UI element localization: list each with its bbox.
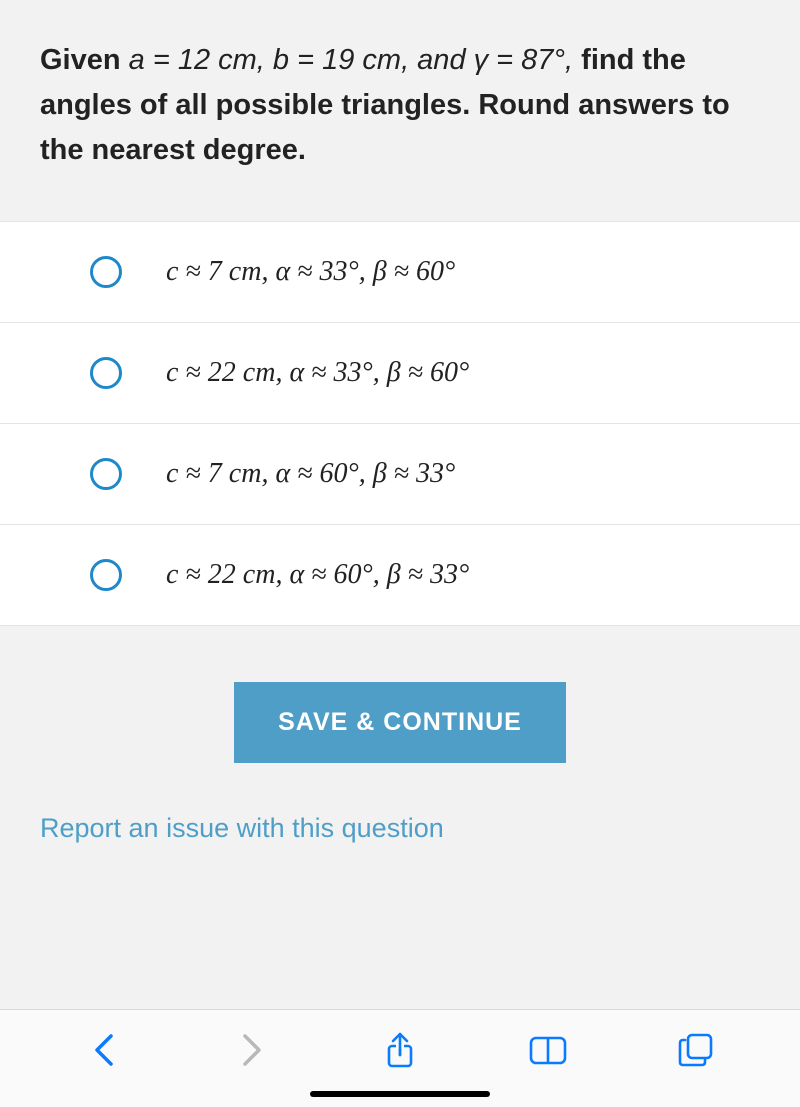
- save-continue-button[interactable]: SAVE & CONTINUE: [234, 682, 566, 763]
- option-row-2[interactable]: c ≈ 22 cm, α ≈ 33°, β ≈ 60°: [0, 323, 800, 424]
- option-row-1[interactable]: c ≈ 7 cm, α ≈ 33°, β ≈ 60°: [0, 222, 800, 323]
- option-row-3[interactable]: c ≈ 7 cm, α ≈ 60°, β ≈ 33°: [0, 424, 800, 525]
- bookmarks-icon[interactable]: [528, 1030, 568, 1070]
- radio-icon[interactable]: [90, 256, 122, 288]
- question-vars: a = 12 cm, b = 19 cm, and γ = 87°,: [129, 44, 582, 76]
- radio-icon[interactable]: [90, 559, 122, 591]
- question-text: Given a = 12 cm, b = 19 cm, and γ = 87°,…: [40, 38, 760, 173]
- tabs-icon[interactable]: [676, 1030, 716, 1070]
- option-label: c ≈ 22 cm, α ≈ 33°, β ≈ 60°: [166, 357, 469, 389]
- forward-icon[interactable]: [232, 1030, 272, 1070]
- home-indicator[interactable]: [310, 1091, 490, 1097]
- question-prefix: Given: [40, 44, 129, 76]
- browser-toolbar: [0, 1009, 800, 1107]
- options-list: c ≈ 7 cm, α ≈ 33°, β ≈ 60° c ≈ 22 cm, α …: [0, 221, 800, 626]
- action-area: SAVE & CONTINUE: [0, 626, 800, 793]
- option-label: c ≈ 7 cm, α ≈ 33°, β ≈ 60°: [166, 256, 455, 288]
- option-label: c ≈ 22 cm, α ≈ 60°, β ≈ 33°: [166, 559, 469, 591]
- option-row-4[interactable]: c ≈ 22 cm, α ≈ 60°, β ≈ 33°: [0, 525, 800, 626]
- radio-icon[interactable]: [90, 458, 122, 490]
- report-issue-link[interactable]: Report an issue with this question: [0, 793, 800, 844]
- option-label: c ≈ 7 cm, α ≈ 60°, β ≈ 33°: [166, 458, 455, 490]
- back-icon[interactable]: [84, 1030, 124, 1070]
- radio-icon[interactable]: [90, 357, 122, 389]
- share-icon[interactable]: [380, 1030, 420, 1070]
- question-prompt: Given a = 12 cm, b = 19 cm, and γ = 87°,…: [0, 0, 800, 221]
